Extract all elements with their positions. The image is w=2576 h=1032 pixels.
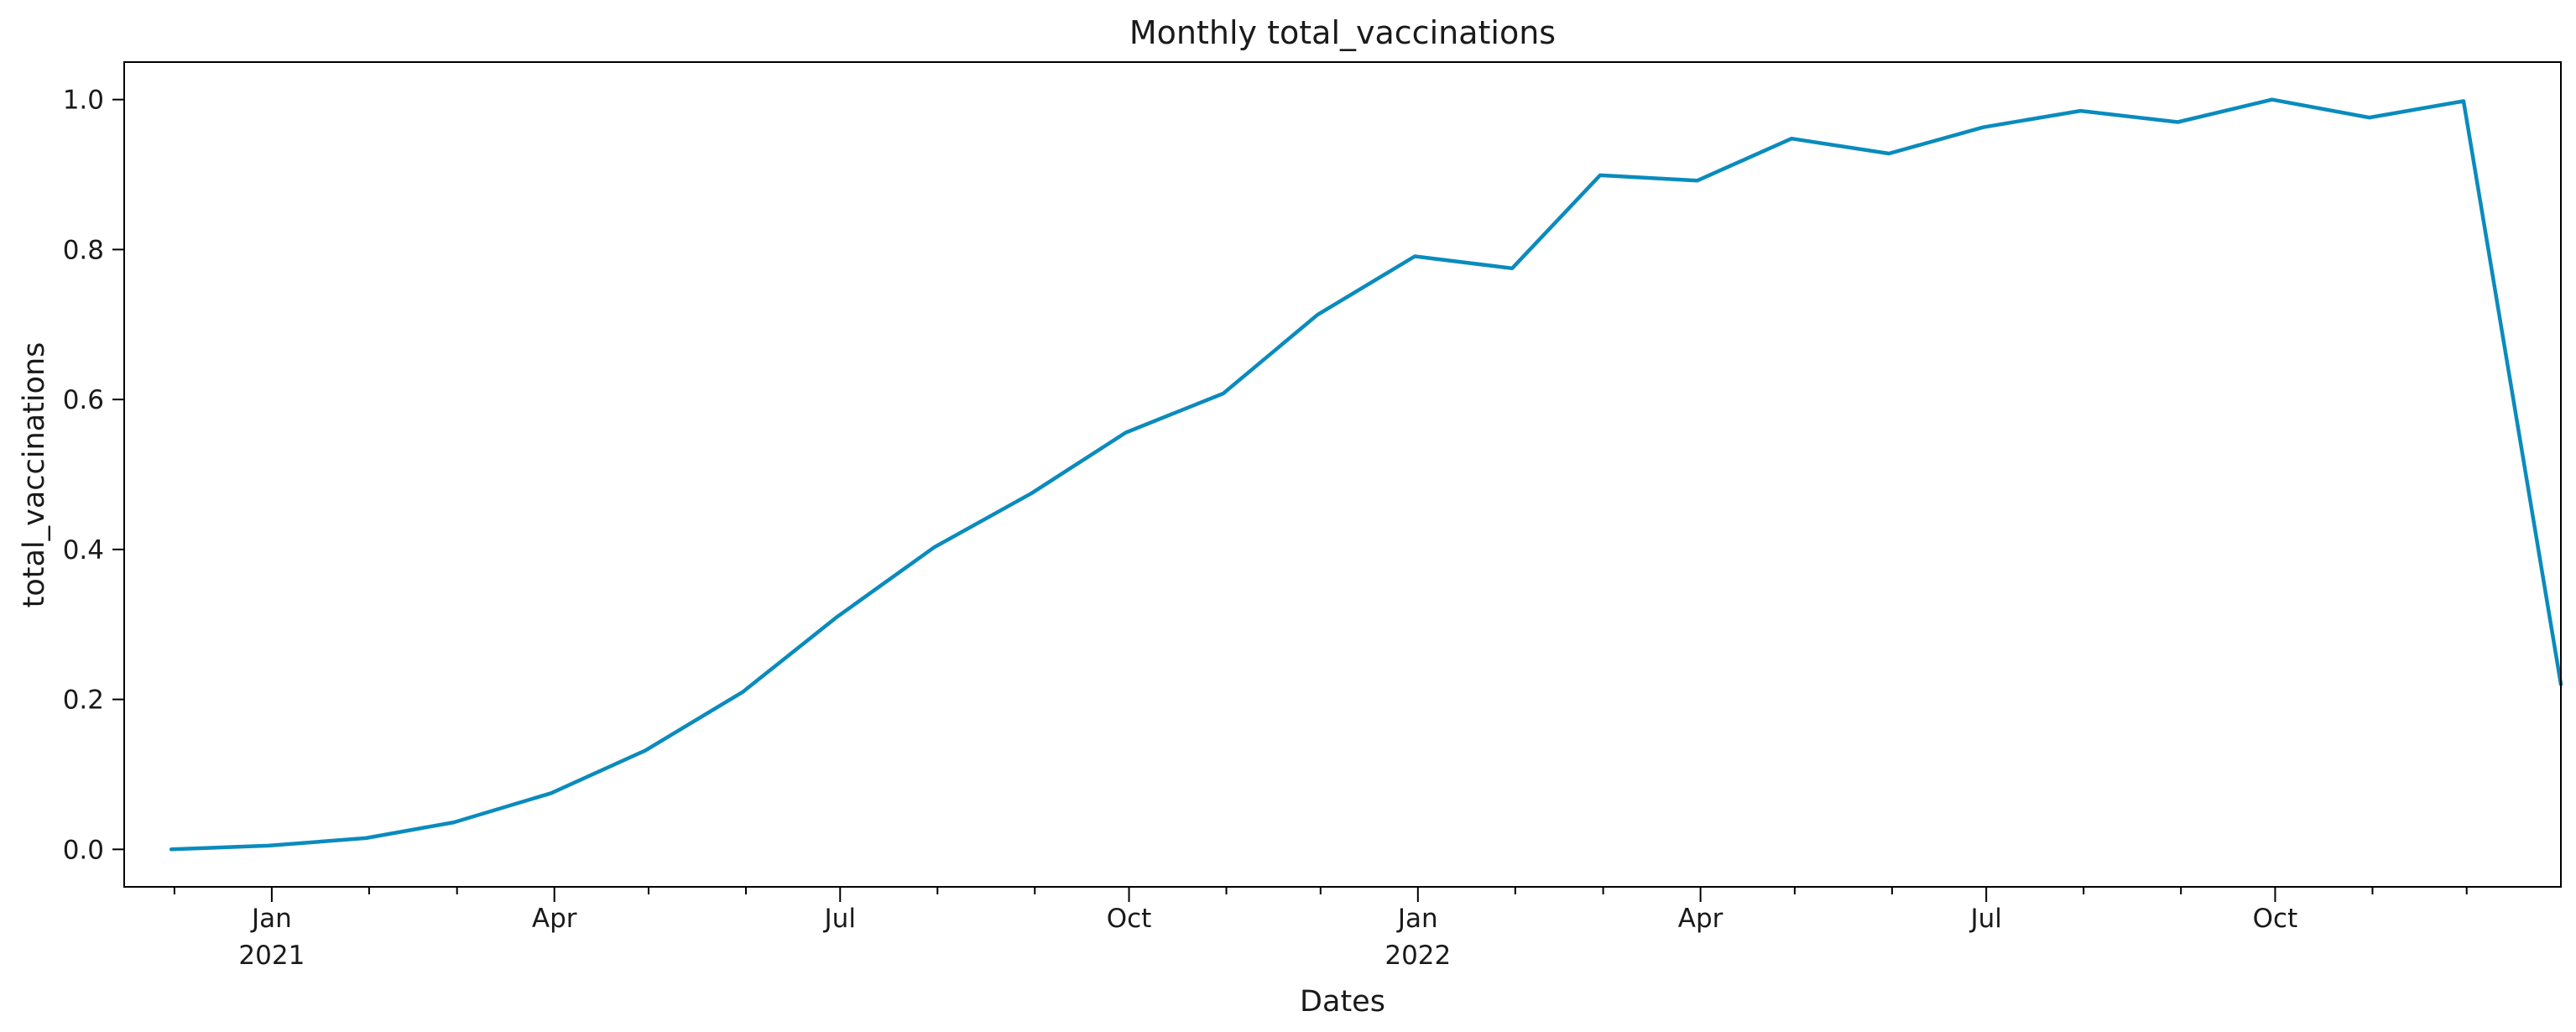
x-tick-label: Oct bbox=[2253, 904, 2298, 934]
x-tick-label: Jul bbox=[1969, 904, 2001, 934]
y-tick-label: 0.0 bbox=[63, 835, 104, 865]
x-axis-ticks: Jan 2021 Apr Jul Oct Jan 2022 Apr Jul Oct bbox=[173, 887, 2468, 971]
y-tick-label: 0.2 bbox=[63, 685, 104, 716]
x-tick-label: Jul bbox=[823, 904, 856, 934]
x-tick-label: Jan bbox=[1396, 904, 1438, 934]
x-tick-label: Apr bbox=[532, 904, 577, 934]
x-tick-label: Jan bbox=[250, 904, 292, 934]
x-axis-label: Dates bbox=[1300, 985, 1385, 1019]
x-tick-label: Oct bbox=[1107, 904, 1152, 934]
y-axis-label: total_vaccinations bbox=[18, 342, 51, 608]
y-tick-label: 1.0 bbox=[63, 86, 104, 116]
chart-title: Monthly total_vaccinations bbox=[1129, 14, 1556, 51]
series-layer bbox=[169, 97, 2563, 852]
x-year-label: 2021 bbox=[238, 941, 305, 971]
y-axis-ticks: 0.0 0.2 0.4 0.6 0.8 1.0 bbox=[63, 86, 124, 865]
y-tick-label: 0.6 bbox=[63, 385, 104, 415]
plot-frame bbox=[123, 61, 2562, 888]
y-tick-label: 0.4 bbox=[63, 535, 104, 566]
series-line bbox=[169, 97, 2563, 852]
x-tick-label: Apr bbox=[1678, 904, 1723, 934]
y-tick-label: 0.8 bbox=[63, 235, 104, 265]
x-year-label: 2022 bbox=[1384, 941, 1451, 971]
